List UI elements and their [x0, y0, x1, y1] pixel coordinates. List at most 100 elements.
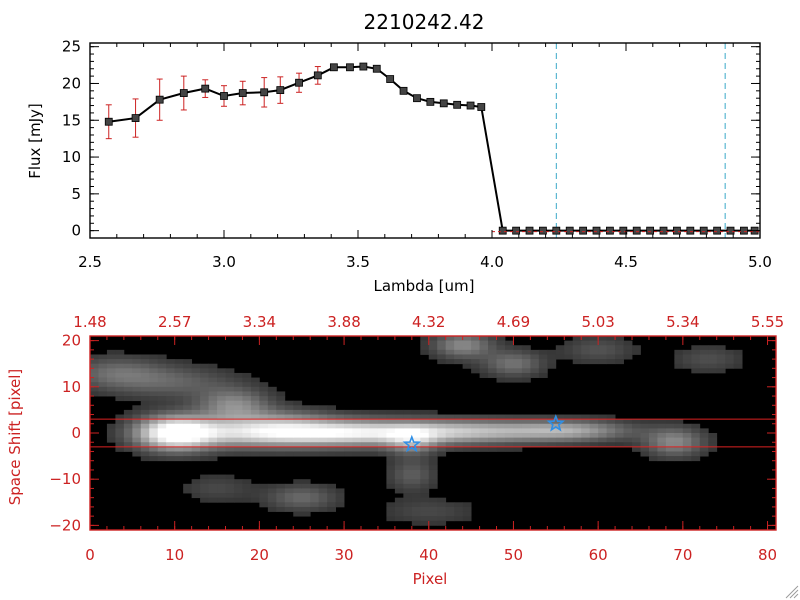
image-emission-layer [90, 336, 743, 526]
image-pixel [335, 433, 345, 439]
top-wavelength-tick-label: 4.32 [412, 313, 445, 331]
image-pixel [445, 446, 455, 452]
image-pixel [166, 382, 176, 388]
image-pixel [276, 451, 286, 457]
image-pixel [411, 460, 421, 466]
image-pixel [504, 368, 514, 374]
image-pixel [284, 502, 294, 508]
image-pixel [301, 433, 311, 439]
image-pixel [471, 349, 480, 355]
image-pixel [386, 451, 396, 457]
image-pixel [183, 405, 193, 411]
image-pixel [420, 433, 430, 439]
image-pixel [344, 409, 353, 415]
image-pixel [301, 446, 311, 452]
image-pixel [623, 345, 633, 351]
image-pixel [411, 516, 421, 522]
image-pixel [428, 520, 438, 526]
image-pixel [106, 359, 116, 365]
data-point-marker [313, 71, 322, 80]
image-pixel [488, 414, 497, 420]
data-point-marker [201, 84, 210, 93]
image-pixel [191, 493, 201, 499]
image-pixel [233, 405, 243, 411]
image-pixel [640, 423, 650, 429]
image-pixel [335, 409, 345, 415]
image-pixel [225, 405, 235, 411]
image-pixel [98, 386, 108, 392]
image-pixel [428, 340, 438, 346]
image-pixel [335, 502, 345, 508]
image-pixel [504, 419, 514, 425]
image-pixel [123, 359, 133, 365]
image-pixel [233, 428, 243, 434]
image-pixel [488, 345, 497, 351]
image-pixel [327, 423, 337, 429]
image-pixel [564, 354, 574, 360]
image-pixel [157, 377, 167, 383]
top-wavelength-tick-label: 4.69 [497, 313, 530, 331]
image-pixel [225, 382, 235, 388]
image-pixel [479, 345, 489, 351]
image-pixel [293, 414, 303, 420]
image-pixel [301, 493, 311, 499]
x-tick-label: 40 [419, 546, 438, 564]
image-pixel [394, 483, 404, 489]
image-pixel [90, 391, 99, 397]
image-pixel [386, 423, 396, 429]
image-pixel [547, 349, 557, 355]
image-pixel [149, 409, 159, 415]
image-pixel [183, 423, 193, 429]
image-pixel [242, 446, 252, 452]
image-pixel [327, 446, 337, 452]
image-pixel [708, 345, 718, 351]
image-pixel [504, 359, 514, 365]
image-pixel [394, 502, 404, 508]
data-point-marker [104, 117, 113, 126]
image-pixel [420, 451, 430, 457]
image-pixel [488, 446, 497, 452]
image-pixel [513, 372, 523, 378]
image-pixel [640, 451, 650, 457]
image-pixel [335, 451, 345, 457]
image-pixel [682, 437, 692, 443]
image-pixel [521, 354, 531, 360]
image-pixel [174, 386, 184, 392]
image-pixel [123, 363, 133, 369]
image-pixel [564, 437, 574, 443]
image-pixel [174, 419, 184, 425]
image-pixel [250, 437, 260, 443]
image-pixel [191, 409, 201, 415]
image-pixel [640, 433, 650, 439]
image-pixel [310, 506, 320, 512]
image-pixel [208, 493, 218, 499]
image-pixel [411, 465, 421, 471]
image-pixel [140, 377, 150, 383]
image-pixel [140, 368, 150, 374]
image-pixel [445, 433, 455, 439]
image-pixel [250, 391, 260, 397]
image-pixel [149, 382, 159, 388]
image-pixel [462, 442, 472, 448]
image-pixel [648, 442, 658, 448]
image-pixel [123, 386, 133, 392]
image-pixel [217, 386, 226, 392]
image-pixel [174, 368, 184, 374]
image-pixel [488, 359, 497, 365]
image-pixel [479, 442, 489, 448]
resize-grip-icon[interactable] [785, 585, 799, 599]
image-pixel [284, 405, 294, 411]
image-pixel [174, 414, 184, 420]
image-pixel [496, 377, 506, 383]
image-pixel [259, 442, 269, 448]
data-point-marker [372, 64, 381, 73]
image-pixel [123, 446, 133, 452]
image-pixel [123, 372, 133, 378]
image-pixel [284, 446, 294, 452]
image-pixel [615, 336, 624, 342]
image-pixel [725, 359, 735, 365]
image-pixel [344, 442, 353, 448]
image-pixel [115, 442, 125, 448]
image-pixel [140, 354, 150, 360]
image-pixel [301, 451, 311, 457]
